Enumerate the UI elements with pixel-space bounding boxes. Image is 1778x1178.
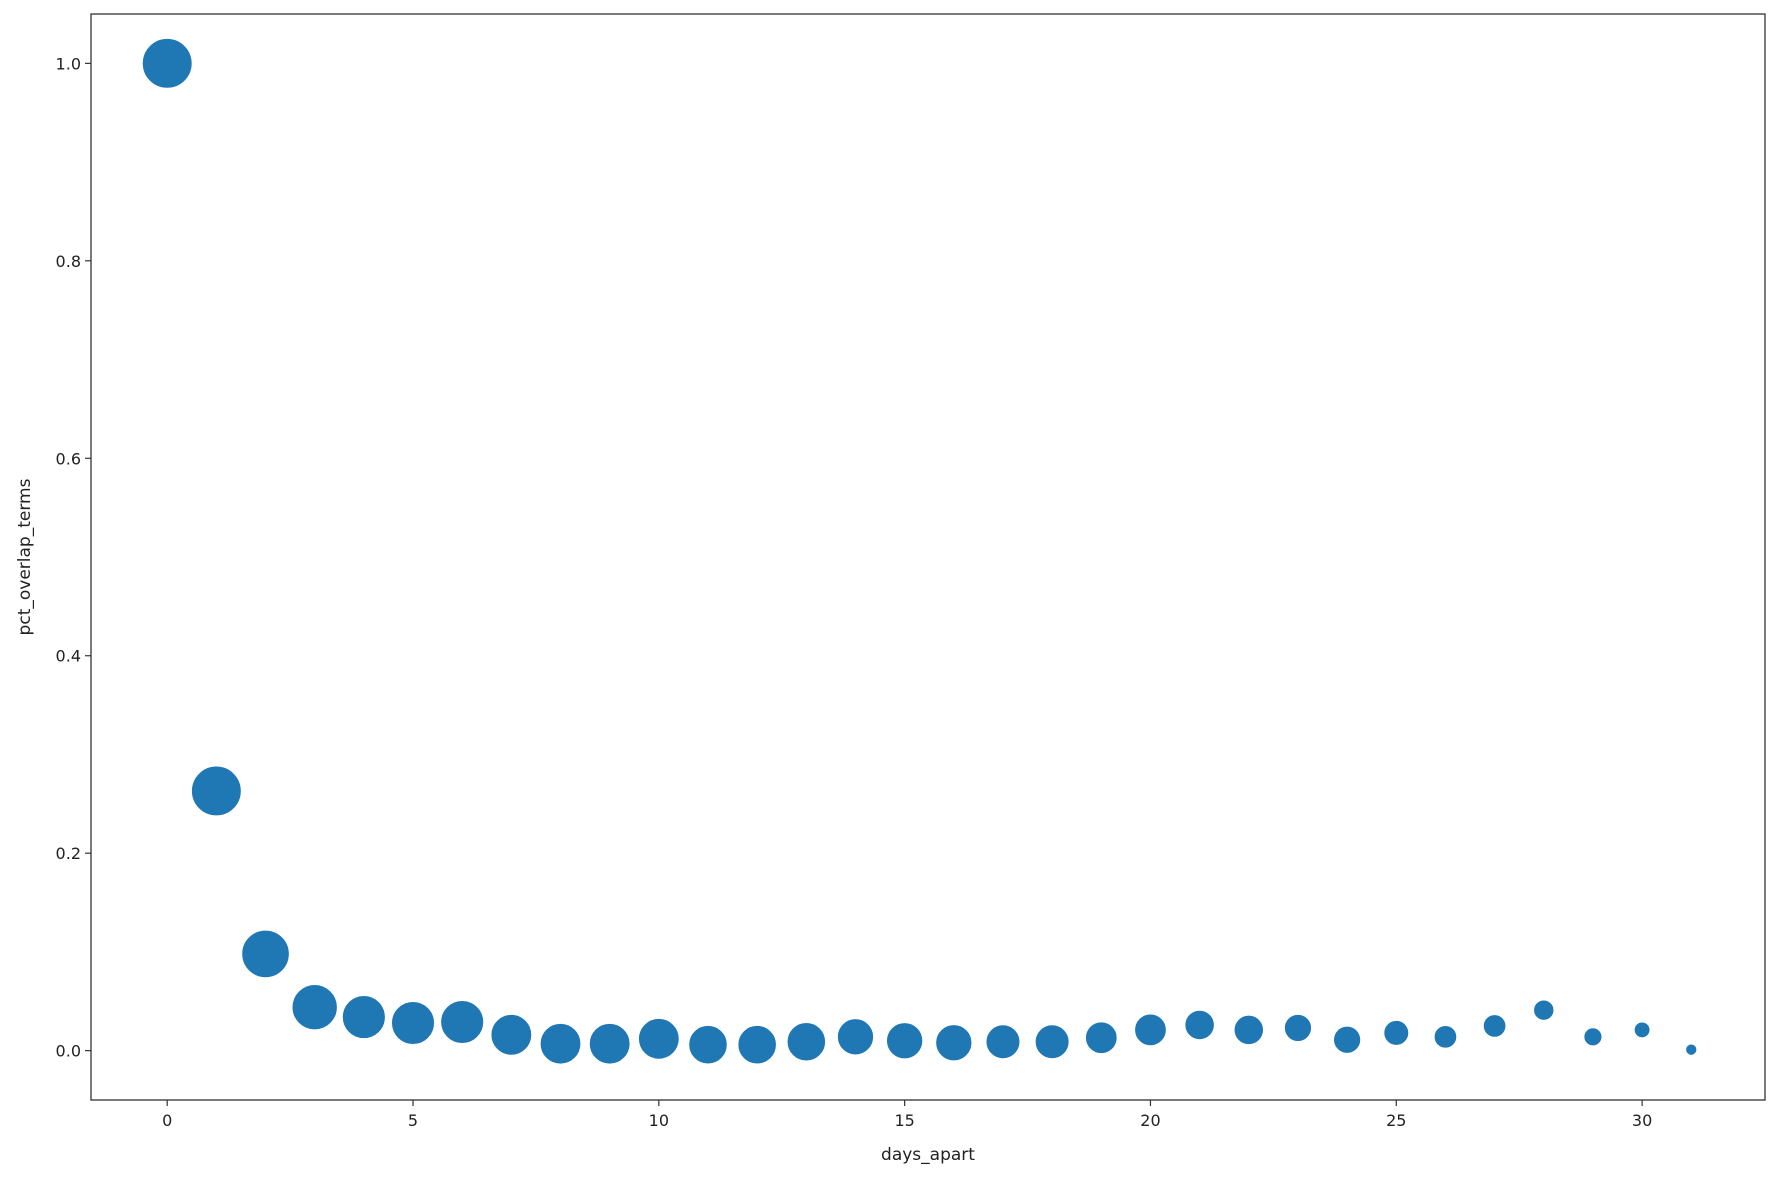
data-point	[637, 1017, 680, 1060]
data-point	[886, 1022, 924, 1060]
axes-frame	[90, 13, 1766, 1101]
x-tick-label: 30	[1632, 1111, 1652, 1130]
data-point	[1134, 1013, 1167, 1047]
data-point	[1533, 999, 1555, 1021]
data-point	[390, 1000, 436, 1046]
data-point	[1333, 1025, 1362, 1054]
data-point	[935, 1024, 973, 1062]
data-point	[1184, 1009, 1215, 1041]
data-point	[737, 1024, 777, 1065]
data-point	[588, 1022, 631, 1065]
data-point	[985, 1024, 1021, 1060]
data-point	[1034, 1024, 1070, 1060]
x-tick-label: 25	[1386, 1111, 1406, 1130]
data-point	[1482, 1014, 1507, 1038]
y-tick-label: 0.4	[56, 647, 81, 666]
x-tick-label: 5	[408, 1111, 418, 1130]
y-tick-label: 0.0	[56, 1042, 81, 1061]
data-point	[1084, 1021, 1118, 1055]
points-layer	[141, 37, 1698, 1065]
data-point	[1583, 1027, 1603, 1047]
data-point	[539, 1022, 582, 1065]
data-point	[141, 37, 193, 89]
y-tick-label: 0.2	[56, 844, 81, 863]
data-point	[190, 765, 242, 817]
data-point	[1233, 1014, 1265, 1046]
x-tick-label: 20	[1140, 1111, 1160, 1130]
data-point	[786, 1021, 827, 1062]
data-point	[1685, 1043, 1698, 1056]
data-point	[241, 929, 290, 979]
x-tick-label: 0	[162, 1111, 172, 1130]
data-point	[1633, 1021, 1651, 1039]
y-axis-label: pct_overlap_terms	[15, 478, 35, 635]
data-point	[1283, 1013, 1313, 1043]
data-point	[1433, 1024, 1458, 1049]
data-point	[836, 1018, 875, 1056]
x-tick-label: 10	[649, 1111, 669, 1130]
x-axis-label: days_apart	[881, 1145, 975, 1165]
x-axis: 0 5 10 15 20 25 30	[162, 1100, 1652, 1130]
data-point	[291, 984, 338, 1031]
y-axis: 0.0 0.2 0.4 0.6 0.8 1.0	[56, 54, 91, 1061]
x-tick-label: 15	[894, 1111, 914, 1130]
y-tick-label: 0.8	[56, 252, 81, 271]
y-tick-label: 0.6	[56, 449, 81, 468]
y-tick-label: 1.0	[56, 54, 81, 73]
data-point	[341, 995, 386, 1040]
data-point	[490, 1013, 533, 1056]
data-point	[1383, 1019, 1410, 1046]
data-point	[688, 1024, 728, 1065]
data-point	[440, 999, 485, 1045]
